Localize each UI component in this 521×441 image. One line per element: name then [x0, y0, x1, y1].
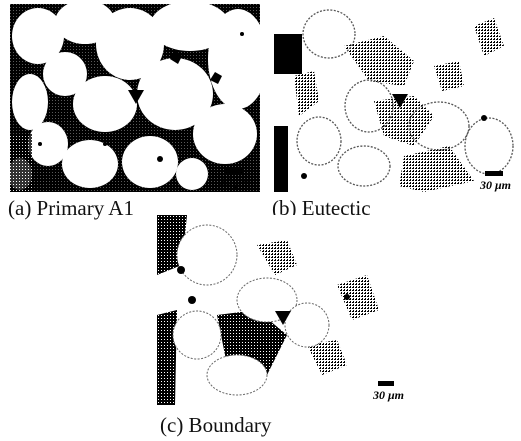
- micrograph-panel-boundary: 30 μm: [157, 215, 404, 405]
- scale-bar: [378, 381, 394, 386]
- micrograph-image-eutectic: [274, 6, 520, 192]
- scale-bar: [485, 171, 503, 176]
- scale-bar: [224, 168, 244, 173]
- micrograph-panel-primary-al: 30 μm: [10, 4, 260, 192]
- scale-bar-label: 30 μm: [220, 175, 252, 189]
- caption-primary-al: (a) Primary A1: [8, 196, 134, 220]
- caption-boundary: (c) Boundary: [160, 413, 272, 437]
- scale-bar-label: 30 μm: [373, 388, 405, 402]
- scale-bar-label: 30 μm: [480, 178, 512, 192]
- micrograph-panel-eutectic: 30 μm: [274, 6, 520, 192]
- caption-eutectic: (b) Eutectic: [272, 196, 371, 220]
- micrograph-image-primary-al: [10, 4, 260, 192]
- micrograph-image-boundary: [157, 215, 395, 405]
